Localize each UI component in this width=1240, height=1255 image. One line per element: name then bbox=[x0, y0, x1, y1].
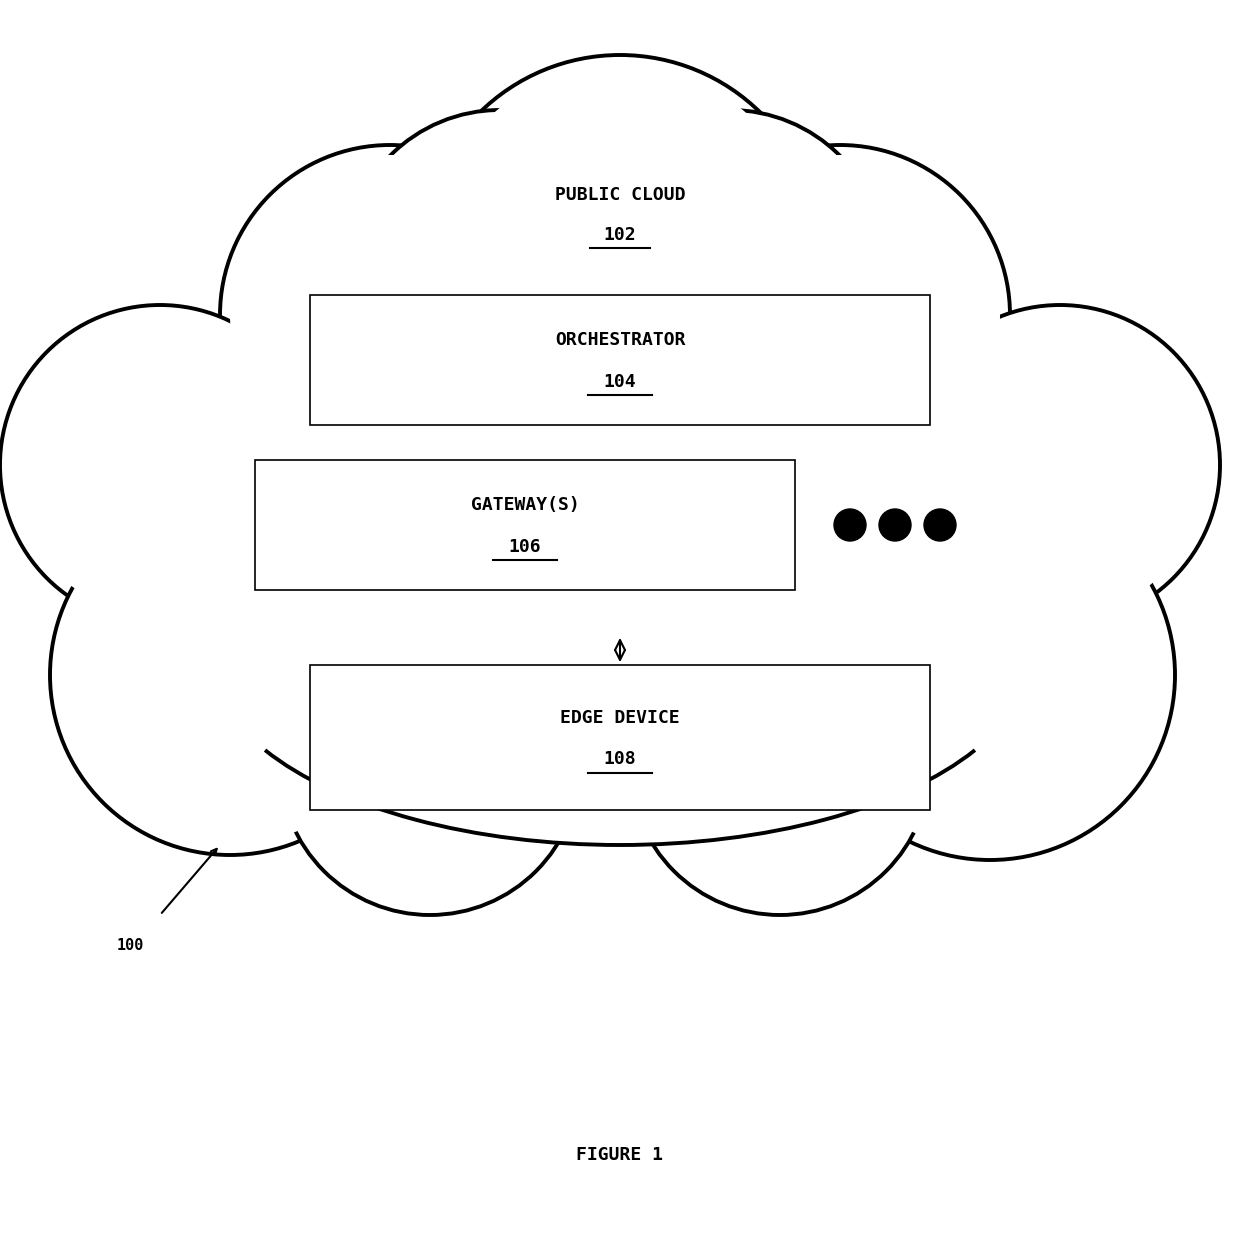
Circle shape bbox=[805, 489, 1176, 860]
Circle shape bbox=[650, 315, 1130, 794]
Circle shape bbox=[280, 615, 580, 915]
Text: GATEWAY(S): GATEWAY(S) bbox=[471, 496, 579, 515]
Circle shape bbox=[100, 325, 560, 784]
Text: 106: 106 bbox=[508, 538, 542, 556]
Circle shape bbox=[575, 110, 885, 420]
Circle shape bbox=[290, 625, 570, 905]
Circle shape bbox=[670, 146, 1011, 484]
Circle shape bbox=[630, 615, 930, 915]
Circle shape bbox=[10, 315, 310, 615]
Text: FIGURE 1: FIGURE 1 bbox=[577, 1146, 663, 1163]
Text: 108: 108 bbox=[604, 750, 636, 768]
Circle shape bbox=[924, 510, 956, 541]
Text: PUBLIC CLOUD: PUBLIC CLOUD bbox=[554, 186, 686, 205]
Text: 104: 104 bbox=[604, 373, 636, 392]
FancyBboxPatch shape bbox=[310, 295, 930, 425]
Text: 102: 102 bbox=[604, 226, 636, 243]
Circle shape bbox=[910, 315, 1210, 615]
Circle shape bbox=[320, 225, 920, 825]
Circle shape bbox=[815, 499, 1166, 850]
Text: EDGE DEVICE: EDGE DEVICE bbox=[560, 709, 680, 727]
Circle shape bbox=[345, 110, 655, 420]
Circle shape bbox=[310, 215, 930, 835]
Circle shape bbox=[430, 65, 810, 446]
Circle shape bbox=[835, 510, 866, 541]
Circle shape bbox=[900, 305, 1220, 625]
Circle shape bbox=[355, 120, 645, 410]
FancyBboxPatch shape bbox=[310, 665, 930, 809]
Circle shape bbox=[219, 146, 560, 484]
Circle shape bbox=[879, 510, 911, 541]
Circle shape bbox=[660, 325, 1120, 784]
Circle shape bbox=[0, 305, 320, 625]
FancyBboxPatch shape bbox=[255, 461, 795, 590]
Circle shape bbox=[680, 156, 999, 474]
Circle shape bbox=[50, 494, 410, 855]
Ellipse shape bbox=[170, 265, 1070, 845]
Circle shape bbox=[60, 505, 401, 845]
Circle shape bbox=[420, 55, 820, 456]
Text: 100: 100 bbox=[117, 937, 144, 953]
Circle shape bbox=[585, 120, 875, 410]
Circle shape bbox=[640, 625, 920, 905]
Circle shape bbox=[91, 315, 570, 794]
Circle shape bbox=[229, 156, 551, 474]
Text: ORCHESTRATOR: ORCHESTRATOR bbox=[554, 331, 686, 349]
